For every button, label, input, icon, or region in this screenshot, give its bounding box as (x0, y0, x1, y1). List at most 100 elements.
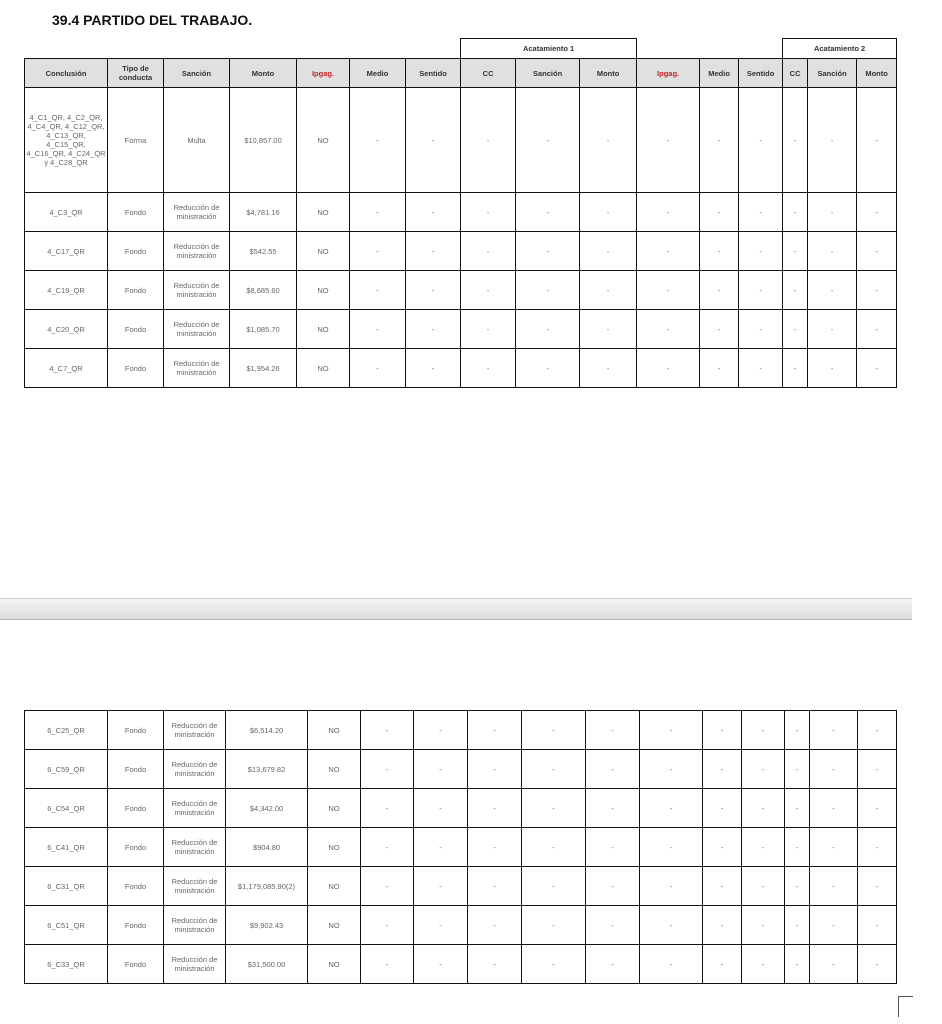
table-cell: - (413, 788, 468, 828)
table-cell: Fondo (107, 944, 164, 984)
table-cell: - (360, 710, 414, 750)
table-cell: - (413, 710, 468, 750)
table-cell: - (702, 866, 742, 906)
table-cell: - (521, 866, 586, 906)
table-cell: 6_C41_QR (24, 827, 108, 867)
table-cell: Fondo (107, 348, 164, 388)
table-cell: - (521, 905, 586, 945)
table-row: 6_C54_QR Fondo Reducción de ministración $4… (24, 788, 897, 828)
table-cell: - (521, 710, 586, 750)
table-cell: - (741, 749, 785, 789)
table-cell: - (807, 192, 858, 232)
table-cell: - (809, 788, 858, 828)
table-cell: Reducción de ministración (163, 231, 230, 271)
table-cell: Fondo (107, 231, 164, 271)
column-header: CC (460, 58, 517, 88)
table-row: 6_C41_QR Fondo Reducción de ministración $9… (24, 827, 897, 867)
table-cell: NO (296, 348, 350, 388)
table-cell: - (856, 87, 898, 193)
table-cell: - (460, 309, 517, 349)
table-cell: Reducción de ministración (163, 944, 226, 984)
table-row: 6_C25_QR Fondo Reducción de ministración $6… (24, 710, 897, 750)
table-cell: - (579, 192, 638, 232)
table-cell: - (636, 309, 701, 349)
table-cell: - (702, 905, 742, 945)
table-row: 4_C3_QR Fondo Reducción de ministración $4,… (24, 192, 898, 232)
table-cell: - (639, 827, 703, 867)
table-cell: - (809, 710, 858, 750)
table-cell: $6,514.20 (225, 710, 308, 750)
table-cell: NO (307, 827, 361, 867)
table-cell: Reducción de ministración (163, 866, 226, 906)
table-cell: - (699, 231, 740, 271)
table-cell: - (807, 231, 858, 271)
table-cell: $1,085.70 (229, 309, 297, 349)
table-cell: - (349, 270, 406, 310)
table-cell: - (360, 866, 414, 906)
table-row: 6_C33_QR Fondo Reducción de ministración $3… (24, 944, 897, 984)
table-cell: - (360, 788, 414, 828)
table-cell: 4_C19_QR (24, 270, 108, 310)
column-header: Ipgag. (636, 58, 701, 88)
table-cell: - (738, 192, 784, 232)
table-cell: Reducción de ministración (163, 348, 230, 388)
table-cell: - (741, 944, 785, 984)
table-cell: - (784, 827, 810, 867)
table-cell: - (360, 944, 414, 984)
table-cell: Fondo (107, 749, 164, 789)
table-cell: - (349, 348, 406, 388)
table-cell: - (807, 309, 858, 349)
table-cell: - (639, 905, 703, 945)
table-cell: 6_C54_QR (24, 788, 108, 828)
table-cell: Multa (163, 87, 230, 193)
table-cell: - (579, 270, 638, 310)
table-cell: Forma (107, 87, 164, 193)
table-cell: - (585, 749, 640, 789)
table-cell: $10,857.00 (229, 87, 297, 193)
table-cell: - (460, 192, 517, 232)
table-cell: - (857, 749, 897, 789)
table-cell: NO (296, 270, 350, 310)
table-cell: $542.55 (229, 231, 297, 271)
table-cell: - (515, 348, 581, 388)
table-cell: - (404, 348, 462, 388)
table-cell: $9,902.43 (225, 905, 308, 945)
table-cell: Fondo (107, 270, 164, 310)
table-cell: - (741, 866, 785, 906)
table-cell: - (856, 270, 898, 310)
table-cell: - (784, 749, 810, 789)
table-cell: - (460, 270, 517, 310)
table-cell: - (639, 944, 703, 984)
header-row: Conclusión Tipo de conducta Sanción Monto Ip… (24, 58, 898, 88)
table-cell: - (467, 905, 522, 945)
table-cell: $8,685.60 (229, 270, 297, 310)
table-cell: - (404, 192, 462, 232)
table-cell: Fondo (107, 905, 164, 945)
table-cell: 6_C31_QR (24, 866, 108, 906)
table-cell: - (782, 192, 809, 232)
table-cell: 4_C1_QR, 4_C2_QR, 4_C4_QR, 4_C12_QR, 4_C… (24, 87, 108, 193)
table-cell: - (636, 231, 701, 271)
table-cell: - (702, 827, 742, 867)
page-separator (0, 598, 912, 620)
table-row: 6_C31_QR Fondo Reducción de ministración $1… (24, 866, 897, 906)
table-cell: - (460, 231, 517, 271)
table-cell: - (404, 309, 462, 349)
column-header: Medio (699, 58, 740, 88)
table-cell: - (856, 309, 898, 349)
table-cell: - (404, 87, 462, 193)
table-cell: - (413, 905, 468, 945)
group-header-row: Acatamiento 1 Acatamiento 2 (24, 38, 898, 59)
table-cell: - (639, 710, 703, 750)
table-cell: - (782, 231, 809, 271)
table-cell: $4,781.16 (229, 192, 297, 232)
table-cell: - (807, 270, 858, 310)
table-cell: Reducción de ministración (163, 827, 226, 867)
table-cell: NO (296, 309, 350, 349)
table-cell: - (702, 710, 742, 750)
table-cell: - (360, 905, 414, 945)
table-cell: - (349, 192, 406, 232)
table-cell: Reducción de ministración (163, 788, 226, 828)
table-cell: - (579, 87, 638, 193)
table-cell: NO (307, 866, 361, 906)
